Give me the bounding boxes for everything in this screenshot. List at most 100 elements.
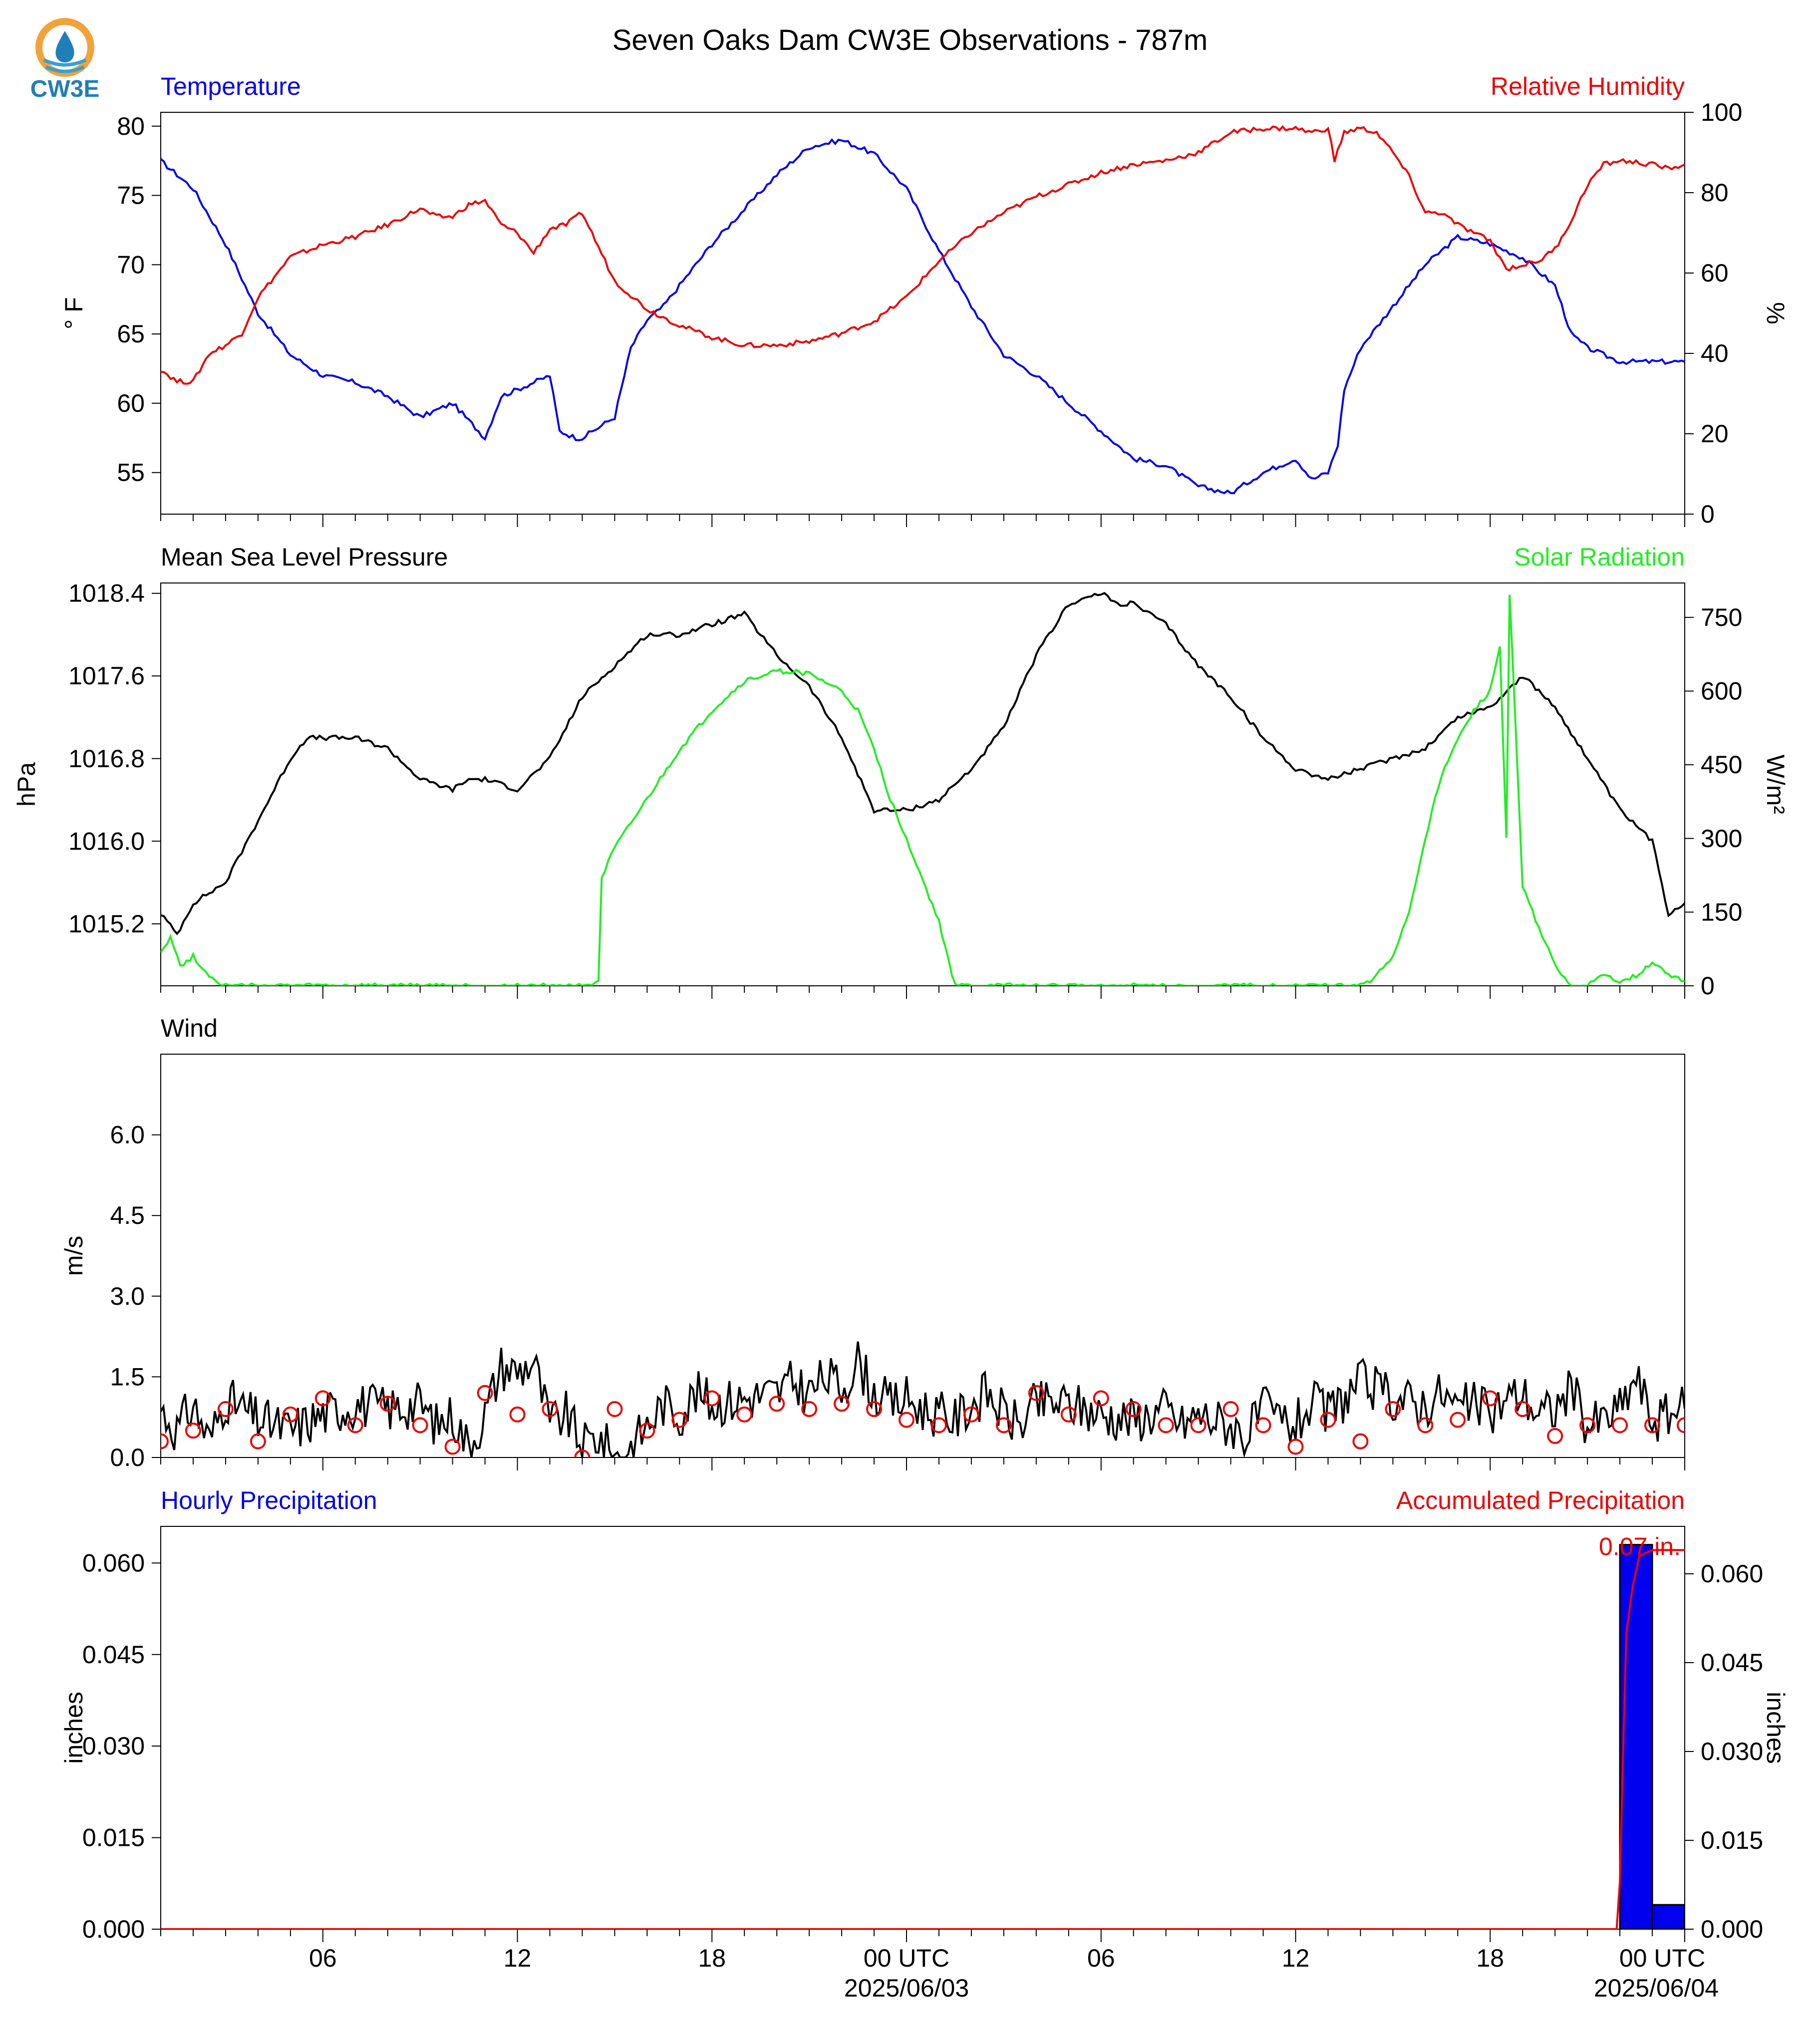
precipitation-panel: Hourly Precipitation Accumulated Precipit…	[60, 1486, 1790, 2002]
wind-panel: Wind 0.0 1.5 3.0 4.5 6.0 m/s	[60, 1014, 1685, 1471]
ytick-right-label: 450	[1701, 751, 1742, 779]
ytick-label: 0.000	[82, 1915, 145, 1943]
wind-barb-marker	[542, 1401, 558, 1418]
ytick-right-label: 80	[1701, 179, 1729, 207]
ytick-right-label: 100	[1701, 98, 1742, 126]
pressure-solar-ylabel-right: W/m²	[1762, 755, 1790, 814]
ytick-label: 60	[117, 389, 145, 417]
xtick-label: 00 UTC	[1619, 1944, 1705, 1972]
wind-barb-marker	[444, 1439, 461, 1455]
cw3e-logo-drop	[55, 31, 74, 62]
ytick-label: 4.5	[110, 1201, 145, 1229]
xdate-label: 2025/06/03	[844, 1974, 969, 2002]
ytick-label: 55	[117, 459, 145, 487]
wind-barb-marker	[1255, 1417, 1271, 1434]
wind-plot-area	[161, 1341, 1685, 1457]
wind-barb-marker	[1060, 1406, 1077, 1423]
precipitation-ylabel-right: inches	[1762, 1692, 1790, 1764]
xtick-label: 06	[309, 1944, 337, 1972]
wind-barb-marker	[1352, 1433, 1369, 1449]
wind-barb-marker	[769, 1396, 785, 1412]
wind-barb-marker	[671, 1412, 688, 1428]
temperature-humidity-frame	[160, 112, 1685, 515]
xdate-label: 2025/06/04	[1594, 1974, 1719, 2002]
wind-barb-marker	[866, 1401, 883, 1418]
wind-barb-marker	[1385, 1401, 1401, 1418]
wind-barb-marker	[250, 1433, 266, 1449]
precipitation-plot-area	[161, 1544, 1685, 1929]
wind-barb-marker	[963, 1406, 979, 1423]
ytick-right-label: 0	[1701, 500, 1715, 528]
wind-barb-marker	[736, 1406, 753, 1423]
wind-barb-marker	[347, 1417, 363, 1434]
pressure-solar-right-title: Solar Radiation	[1514, 543, 1685, 571]
wind-barb-marker	[282, 1406, 299, 1423]
cw3e-logo-text: CW3E	[30, 76, 100, 102]
accumulated-total-label: 0.07 in.	[1599, 1532, 1681, 1560]
ytick-label: 0.0	[110, 1444, 145, 1471]
precipitation-right-title: Accumulated Precipitation	[1396, 1486, 1685, 1514]
ytick-label: 1.5	[110, 1363, 145, 1391]
wind-barb-marker	[1677, 1417, 1685, 1434]
ytick-right-label: 0.015	[1701, 1826, 1763, 1854]
precip-bar	[1651, 1904, 1685, 1929]
xtick-label: 12	[1282, 1944, 1310, 1972]
series-line-accumulated-precipitation	[161, 1549, 1685, 1929]
wind-barb-marker	[1482, 1390, 1499, 1407]
temperature-humidity-ylabel-right: %	[1762, 302, 1790, 324]
wind-barb-marker	[639, 1423, 655, 1439]
ytick-label: 70	[117, 251, 145, 279]
wind-barb-marker	[1579, 1417, 1596, 1434]
ytick-label: 3.0	[110, 1282, 145, 1310]
wind-barb-marker	[1417, 1417, 1434, 1434]
ytick-right-label: 0.045	[1701, 1649, 1763, 1677]
series-line-temperature	[161, 138, 1685, 495]
series-line-solar-radiation	[161, 594, 1685, 986]
series-line-mean-sea-level-pressure	[161, 591, 1685, 935]
wind-barb-marker	[1287, 1439, 1304, 1455]
ytick-label: 0.015	[82, 1824, 145, 1852]
ytick-right-label: 0.000	[1701, 1915, 1763, 1943]
ytick-label: 65	[117, 320, 145, 348]
wind-left-title: Wind	[161, 1014, 218, 1042]
xtick-label: 18	[698, 1944, 726, 1972]
pressure-solar-left-title: Mean Sea Level Pressure	[161, 543, 448, 571]
wind-ylabel: m/s	[60, 1236, 88, 1276]
precip-bar	[1619, 1544, 1653, 1929]
wind-barb-marker	[1125, 1401, 1142, 1418]
ytick-label: 0.030	[82, 1732, 145, 1760]
series-line-relative-humidity	[161, 125, 1685, 385]
ytick-right-label: 300	[1701, 825, 1742, 853]
temperature-humidity-plot-area	[161, 125, 1685, 495]
ytick-label: 6.0	[110, 1121, 145, 1149]
wind-barb-marker	[995, 1417, 1012, 1434]
ytick-right-label: 60	[1701, 259, 1729, 287]
wind-barb-marker	[930, 1417, 947, 1434]
wind-barb-marker	[412, 1417, 428, 1434]
wind-barb-marker	[1093, 1390, 1109, 1407]
wind-barb-marker	[477, 1385, 493, 1401]
cw3e-logo: CW3E	[30, 18, 100, 102]
wind-barb-marker	[1547, 1428, 1563, 1444]
wind-barb-marker	[185, 1423, 201, 1439]
ytick-label: 1016.8	[68, 745, 145, 773]
ytick-label: 80	[117, 112, 145, 140]
ytick-label: 1015.2	[68, 910, 145, 938]
wind-barb-marker	[379, 1396, 396, 1412]
wind-barb-marker	[509, 1406, 526, 1423]
wind-barb-marker	[704, 1390, 720, 1407]
ytick-right-label: 40	[1701, 339, 1729, 367]
temperature-humidity-ylabel: ° F	[60, 297, 88, 329]
ytick-label: 0.060	[82, 1549, 145, 1577]
wind-frame	[160, 1054, 1685, 1458]
ytick-right-label: 0.030	[1701, 1738, 1763, 1765]
ytick-label: 0.045	[82, 1641, 145, 1669]
wind-barb-marker	[1320, 1412, 1336, 1428]
ytick-right-label: 0	[1701, 972, 1715, 1000]
ytick-label: 75	[117, 182, 145, 210]
wind-barb-marker	[574, 1449, 591, 1457]
ytick-right-label: 600	[1701, 677, 1742, 705]
ytick-right-label: 20	[1701, 420, 1729, 448]
precipitation-left-title: Hourly Precipitation	[161, 1486, 377, 1514]
ytick-label: 1016.0	[68, 827, 145, 855]
